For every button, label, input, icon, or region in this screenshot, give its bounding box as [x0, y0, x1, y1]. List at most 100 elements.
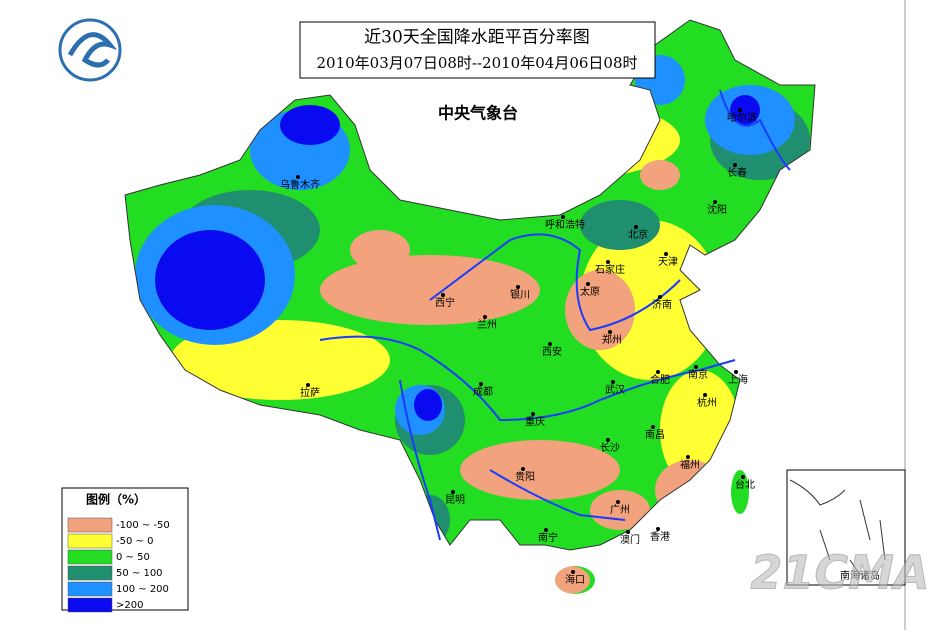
city-label: 沈阳: [707, 203, 727, 216]
agency: 中央气象台: [438, 104, 518, 123]
city-dot: [656, 527, 660, 531]
city-dot: [548, 342, 552, 346]
city-label: 杭州: [697, 396, 717, 409]
legend-swatch: [67, 549, 113, 565]
city-label: 重庆: [525, 415, 545, 428]
city-dot: [713, 200, 717, 204]
legend-label: 50 ~ 100: [116, 568, 163, 579]
city-label: 北京: [628, 228, 648, 241]
border: [124, 19, 816, 551]
city-dot: [703, 393, 707, 397]
city-label: 西安: [542, 345, 562, 358]
city-dot: [686, 455, 690, 459]
precip-zone: [414, 389, 442, 421]
city-dot: [516, 285, 520, 289]
precip-zone: [350, 230, 410, 270]
city-label: 上海: [728, 373, 748, 386]
songhua: [719, 89, 791, 171]
precip-zone: [155, 230, 265, 330]
city-label: 贵阳: [515, 470, 535, 483]
city-label: 郑州: [602, 333, 622, 346]
city-dot: [521, 467, 525, 471]
city-dot: [306, 383, 310, 387]
city-label: 石家庄: [595, 263, 625, 276]
legend-label: -50 ~ 0: [116, 536, 153, 547]
city-dot: [451, 490, 455, 494]
legend-label: >200: [116, 600, 143, 611]
city-label: 银川: [510, 288, 530, 301]
legend: -100 ~ -50 -50 ~ 0 0 ~ 50 50 ~ 100 100 ~ 200…: [67, 517, 170, 613]
legend-label: -100 ~ -50: [116, 520, 170, 531]
city-label: 南宁: [538, 531, 558, 544]
city-dot: [544, 528, 548, 532]
city-dot: [734, 370, 738, 374]
title-box: [299, 21, 656, 79]
city-label: 哈尔滨: [727, 111, 757, 124]
city-label: 乌鲁木齐: [280, 178, 320, 191]
title: 近30天全国降水距平百分率图: [364, 28, 590, 48]
city-dot: [656, 370, 660, 374]
city-dot: [658, 295, 662, 299]
city-dot: [606, 438, 610, 442]
city-dot: [483, 315, 487, 319]
city-dot: [441, 293, 445, 297]
city-dot: [479, 382, 483, 386]
rivers: [319, 89, 791, 541]
city-dot: [616, 500, 620, 504]
city-label: 昆明: [445, 494, 465, 506]
city-label: 福州: [680, 458, 700, 471]
city-label: 长春: [727, 167, 747, 179]
city-label: 南昌: [645, 428, 665, 441]
city-dot: [296, 175, 300, 179]
city-label: 合肥: [650, 373, 670, 386]
city-dot: [664, 252, 668, 256]
legend-swatch: [67, 581, 113, 597]
city-dot: [608, 330, 612, 334]
pearl: [489, 469, 626, 521]
city-dot: [606, 260, 610, 264]
yellow-river: [429, 233, 681, 332]
precip-zone: [590, 490, 650, 530]
precip-zone: [460, 440, 620, 500]
city-label: 兰州: [477, 318, 497, 331]
logo: [58, 18, 122, 82]
watermark: 21CMA: [750, 546, 929, 600]
city-label: 西宁: [435, 296, 455, 309]
lancang: [399, 379, 441, 541]
city-label: 太原: [580, 285, 600, 298]
city-dot: [694, 365, 698, 369]
city-dot: [634, 225, 638, 229]
inset-label: 南海诸岛: [840, 569, 880, 582]
city-label: 呼和浩特: [545, 219, 585, 231]
precip-zone: [565, 270, 635, 350]
city-label: 长沙: [600, 442, 620, 454]
legend-swatch: [67, 517, 113, 533]
city-label: 海口: [565, 573, 585, 586]
precip-zone: [640, 160, 680, 190]
city-label: 广州: [610, 504, 630, 516]
city-label: 拉萨: [300, 386, 320, 399]
inset-coast: [789, 479, 886, 576]
legend-box: [61, 487, 189, 611]
city-dot: [651, 425, 655, 429]
city-dot: [626, 530, 630, 534]
legend-label: 100 ~ 200: [116, 584, 169, 595]
legend-label: 0 ~ 50: [116, 552, 150, 563]
legend-swatch: [67, 565, 113, 581]
precip-zone: [580, 200, 660, 250]
city-dot: [531, 412, 535, 416]
city-dot: [561, 215, 565, 219]
city-label: 天津: [658, 256, 678, 268]
city-dot: [571, 570, 575, 574]
city-label: 济南: [652, 298, 672, 311]
city-label: 武汉: [605, 383, 625, 396]
precip-zone: [550, 566, 590, 594]
legend-swatch: [67, 533, 113, 549]
inset-box: [786, 469, 906, 586]
city-label: 香港: [650, 531, 670, 543]
yangtze: [319, 335, 736, 422]
city-dot: [741, 475, 745, 479]
precip-zone: [730, 95, 760, 125]
